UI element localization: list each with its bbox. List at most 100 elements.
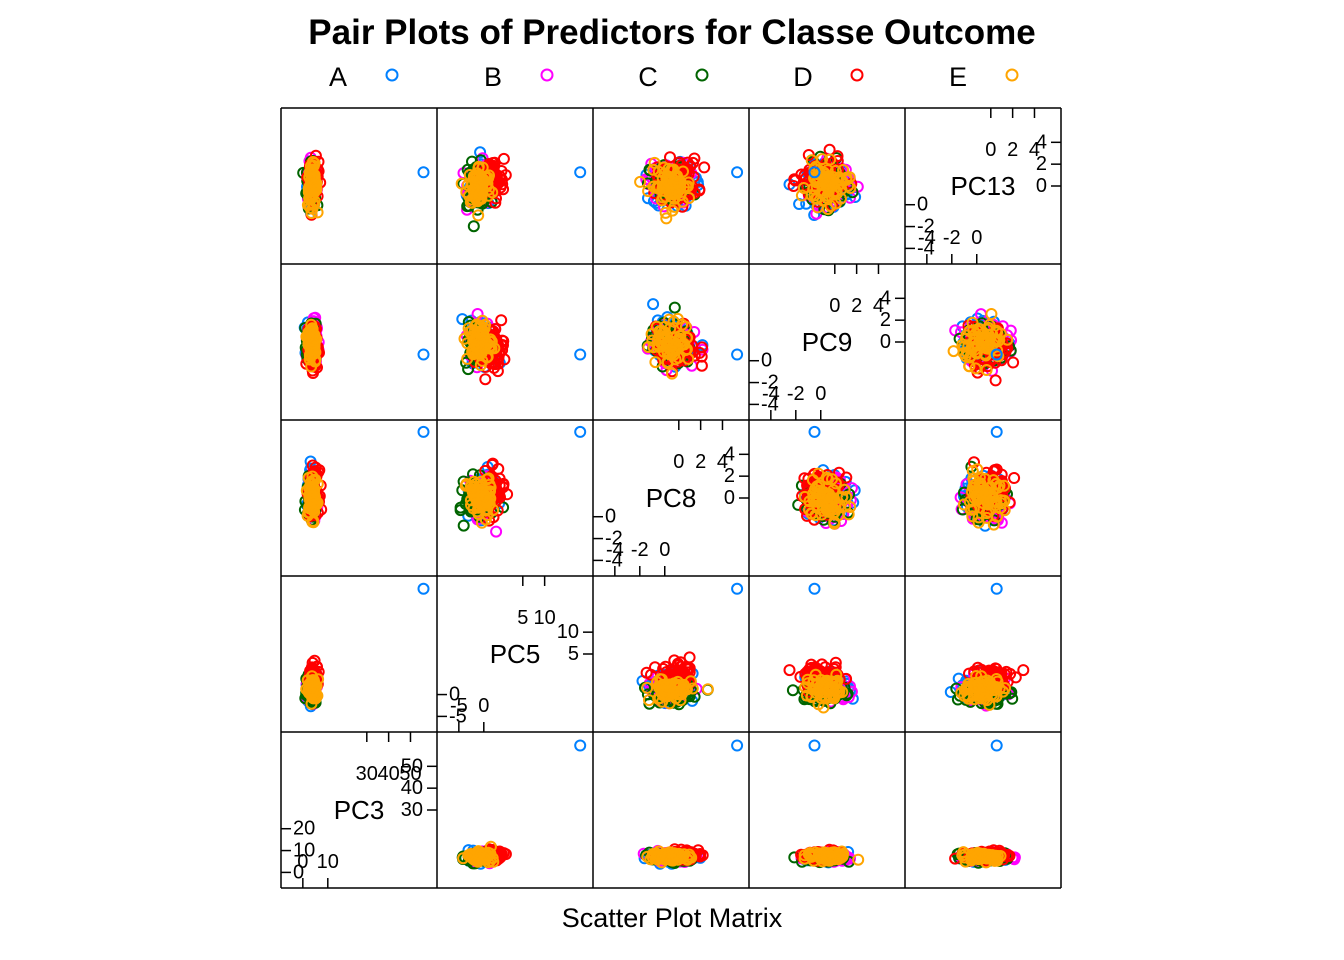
point-d	[488, 160, 501, 172]
point-a-outlier	[990, 348, 1003, 361]
point-e	[641, 681, 654, 694]
point-e	[660, 680, 673, 693]
point-e	[967, 503, 980, 516]
point-e	[666, 367, 678, 380]
point-e	[966, 316, 979, 329]
point-e	[959, 350, 972, 363]
point-e	[305, 191, 318, 204]
panel-pc5-vs-pc8	[454, 425, 587, 538]
point-e	[658, 167, 671, 180]
point-e	[835, 174, 848, 187]
point-e	[976, 496, 989, 509]
point-e	[472, 508, 485, 520]
legend-label-e: E	[949, 62, 967, 92]
point-e	[993, 479, 1006, 492]
legend-marker-b	[540, 68, 554, 82]
point-e	[831, 180, 844, 193]
point-e	[474, 359, 487, 372]
point-e	[308, 474, 321, 487]
point-e	[811, 201, 824, 214]
point-b	[490, 525, 503, 538]
point-d	[683, 666, 696, 679]
point-e	[818, 186, 831, 199]
legend-label-a: A	[329, 62, 347, 92]
panel-pc3-vs-pc5	[299, 582, 430, 713]
point-e	[810, 181, 823, 194]
point-e	[470, 340, 483, 353]
point-e	[650, 320, 663, 333]
point-e	[464, 479, 477, 492]
point-a-outlier	[574, 166, 587, 179]
point-e	[485, 335, 498, 348]
point-d	[696, 341, 708, 354]
point-e	[983, 338, 995, 351]
panel-pc3-vs-pc9	[298, 311, 430, 379]
point-e	[469, 192, 482, 205]
point-e	[648, 180, 661, 193]
point-e	[658, 331, 671, 344]
point-e	[947, 345, 960, 358]
point-e	[652, 165, 665, 178]
point-e	[308, 496, 321, 509]
point-a	[474, 146, 487, 159]
point-d	[1008, 472, 1021, 484]
legend-marker-c	[695, 68, 709, 82]
point-a-outlier	[731, 166, 744, 179]
point-e	[472, 209, 485, 222]
point-e	[469, 334, 482, 347]
point-e	[634, 175, 647, 188]
point-e	[826, 500, 838, 512]
point-e	[682, 352, 695, 365]
point-e	[307, 514, 320, 527]
point-e	[647, 163, 660, 176]
point-e	[479, 171, 492, 183]
point-a	[456, 313, 469, 326]
point-e	[797, 182, 810, 194]
point-e	[683, 192, 695, 204]
point-c	[668, 301, 681, 314]
legend-label-b: B	[484, 62, 502, 92]
panel-pc9-vs-pc5	[783, 582, 859, 714]
point-e	[677, 165, 689, 178]
panel-pc3-vs-pc13	[297, 149, 430, 221]
point-e	[821, 164, 834, 177]
point-e	[828, 506, 841, 519]
point-d	[681, 156, 694, 169]
point-e	[663, 348, 676, 361]
point-d	[693, 346, 706, 359]
point-e	[676, 195, 689, 208]
point-d	[489, 196, 502, 209]
point-d	[672, 664, 685, 677]
point-d	[683, 651, 696, 664]
point-e	[980, 486, 993, 499]
legend-label-c: C	[638, 62, 658, 92]
panel-pc5-vs-pc9	[456, 308, 587, 386]
point-e	[482, 472, 495, 485]
panel-pc13-vs-pc9	[947, 308, 1020, 387]
point-a-outlier	[731, 348, 744, 361]
legend-label-d: D	[793, 62, 813, 92]
point-a-outlier	[808, 425, 821, 438]
point-e	[1001, 333, 1014, 346]
point-c	[457, 519, 470, 532]
panel-pc8-vs-pc9	[641, 298, 744, 380]
point-e	[301, 330, 314, 343]
point-e	[973, 471, 986, 484]
point-e	[311, 206, 324, 219]
point-e	[838, 483, 851, 496]
point-e	[795, 189, 808, 202]
point-e	[652, 332, 665, 345]
point-e	[309, 179, 322, 192]
legend-marker-a	[385, 68, 399, 82]
point-e	[821, 473, 834, 486]
point-e	[824, 153, 837, 166]
point-a-outlier	[417, 582, 430, 595]
point-d	[479, 373, 492, 386]
point-e	[474, 325, 487, 338]
panel-pc13-vs-pc8	[954, 425, 1021, 532]
point-d	[1007, 356, 1020, 369]
point-d	[664, 151, 676, 164]
point-e	[664, 680, 677, 693]
point-d	[823, 143, 836, 156]
